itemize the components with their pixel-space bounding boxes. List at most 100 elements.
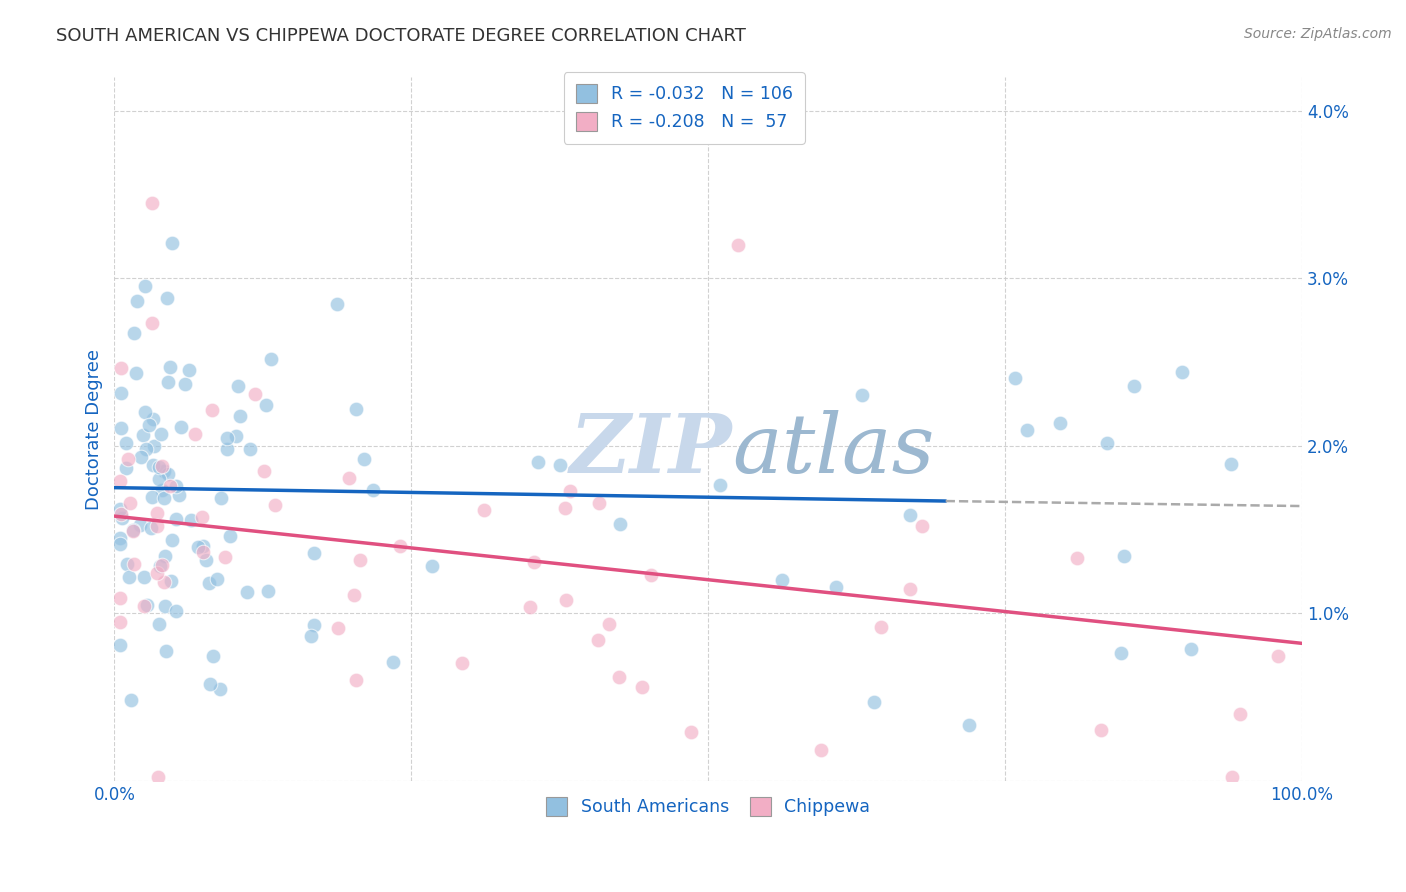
- Point: [389, 539, 412, 553]
- Point: [138, 417, 160, 432]
- Point: [957, 718, 980, 732]
- Point: [709, 477, 731, 491]
- Point: [135, 442, 157, 456]
- Point: [225, 429, 247, 443]
- Point: [165, 479, 187, 493]
- Point: [110, 474, 132, 488]
- Text: atlas: atlas: [733, 410, 935, 490]
- Point: [148, 460, 170, 475]
- Point: [157, 467, 180, 482]
- Point: [810, 743, 832, 757]
- Point: [134, 405, 156, 419]
- Point: [122, 524, 145, 538]
- Point: [631, 129, 654, 144]
- Point: [588, 496, 610, 510]
- Point: [150, 459, 173, 474]
- Point: [911, 518, 934, 533]
- Point: [472, 503, 495, 517]
- Point: [131, 428, 153, 442]
- Point: [110, 501, 132, 516]
- Point: [1122, 379, 1144, 393]
- Point: [141, 316, 163, 330]
- Point: [153, 491, 176, 506]
- Point: [110, 361, 132, 376]
- Point: [156, 375, 179, 389]
- Point: [153, 575, 176, 590]
- Point: [353, 452, 375, 467]
- Point: [110, 507, 132, 521]
- Point: [1171, 365, 1194, 379]
- Point: [640, 567, 662, 582]
- Point: [142, 412, 165, 426]
- Point: [117, 451, 139, 466]
- Legend: South Americans, Chippewa: South Americans, Chippewa: [537, 788, 879, 825]
- Point: [165, 604, 187, 618]
- Point: [165, 512, 187, 526]
- Point: [155, 644, 177, 658]
- Point: [190, 510, 212, 524]
- Point: [155, 599, 177, 613]
- Point: [141, 490, 163, 504]
- Point: [519, 600, 541, 615]
- Point: [125, 366, 148, 380]
- Point: [215, 431, 238, 445]
- Point: [229, 409, 252, 423]
- Point: [149, 558, 172, 573]
- Point: [588, 632, 610, 647]
- Point: [160, 235, 183, 250]
- Point: [1229, 707, 1251, 722]
- Point: [150, 483, 173, 497]
- Point: [146, 506, 169, 520]
- Point: [118, 496, 141, 510]
- Point: [215, 442, 238, 456]
- Point: [167, 488, 190, 502]
- Point: [110, 638, 132, 652]
- Point: [122, 524, 145, 538]
- Point: [146, 519, 169, 533]
- Point: [110, 531, 132, 545]
- Point: [420, 559, 443, 574]
- Point: [898, 508, 921, 522]
- Point: [187, 540, 209, 554]
- Point: [609, 516, 631, 531]
- Point: [862, 695, 884, 709]
- Point: [598, 617, 620, 632]
- Text: Source: ZipAtlas.com: Source: ZipAtlas.com: [1244, 27, 1392, 41]
- Point: [156, 291, 179, 305]
- Point: [1114, 549, 1136, 563]
- Point: [727, 238, 749, 252]
- Point: [228, 379, 250, 393]
- Point: [1095, 435, 1118, 450]
- Point: [142, 458, 165, 473]
- Point: [253, 464, 276, 478]
- Point: [260, 351, 283, 366]
- Point: [1220, 457, 1243, 471]
- Point: [239, 442, 262, 456]
- Point: [254, 398, 277, 412]
- Point: [1220, 770, 1243, 784]
- Point: [218, 529, 240, 543]
- Point: [526, 455, 548, 469]
- Point: [110, 537, 132, 551]
- Point: [125, 294, 148, 309]
- Point: [349, 552, 371, 566]
- Point: [191, 545, 214, 559]
- Point: [235, 585, 257, 599]
- Point: [630, 681, 652, 695]
- Point: [870, 619, 893, 633]
- Point: [825, 580, 848, 594]
- Point: [205, 572, 228, 586]
- Point: [148, 472, 170, 486]
- Point: [1049, 417, 1071, 431]
- Point: [344, 673, 367, 687]
- Point: [153, 549, 176, 563]
- Point: [136, 598, 159, 612]
- Point: [193, 539, 215, 553]
- Point: [256, 584, 278, 599]
- Point: [129, 450, 152, 465]
- Point: [679, 725, 702, 739]
- Point: [198, 576, 221, 591]
- Point: [180, 513, 202, 527]
- Point: [302, 546, 325, 560]
- Point: [554, 593, 576, 607]
